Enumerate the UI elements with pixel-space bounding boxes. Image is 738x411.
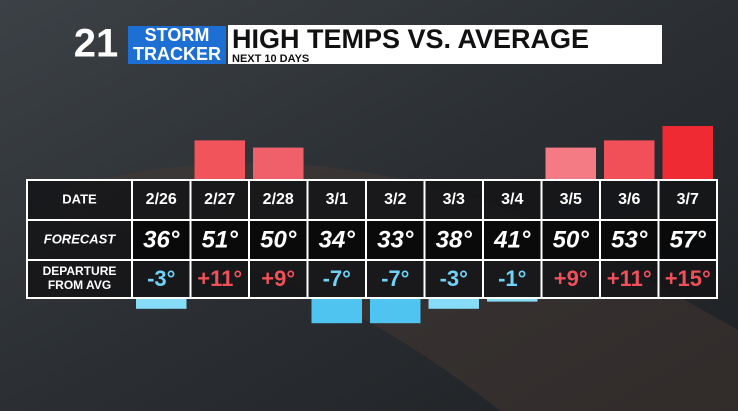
date-label: 2/27 — [204, 191, 235, 208]
forecast-label: 50° — [553, 226, 590, 253]
bar — [311, 298, 362, 324]
table-cell — [26, 259, 133, 299]
table-cell — [365, 219, 426, 261]
bar — [194, 140, 245, 180]
departure-label: +11° — [607, 266, 652, 291]
table-cell — [248, 219, 309, 261]
date-label: 3/5 — [560, 191, 582, 208]
forecast-label: 41° — [493, 226, 531, 253]
forecast-label: 50° — [260, 226, 297, 253]
row-label: DATE — [62, 191, 97, 206]
logo-line: TRACKER — [133, 44, 221, 64]
bar — [428, 298, 479, 309]
bar — [545, 147, 596, 180]
departure-label: +11° — [197, 266, 242, 291]
forecast-label: 51° — [202, 226, 239, 253]
bar — [604, 140, 655, 180]
forecast-label: 38° — [436, 226, 473, 253]
bar — [370, 298, 421, 324]
table-cell — [540, 259, 601, 299]
bar — [253, 147, 304, 180]
forecast-label: 36° — [143, 226, 180, 253]
logo-line: STORM — [145, 25, 210, 45]
table-cell — [657, 179, 718, 221]
date-label: 3/3 — [443, 191, 465, 208]
departure-label: -3° — [147, 266, 175, 291]
bar — [136, 298, 187, 309]
departure-label: +9° — [261, 266, 295, 291]
departure-label: +9° — [554, 266, 588, 291]
date-label: 3/1 — [326, 191, 348, 208]
table-cell — [540, 219, 601, 261]
departure-label: -7° — [381, 266, 409, 291]
departure-label: -1° — [498, 266, 526, 291]
table-cell — [657, 219, 718, 261]
date-label: 2/26 — [146, 191, 177, 208]
bar — [487, 298, 538, 302]
chart-title: HIGH TEMPS VS. AVERAGE — [232, 24, 589, 54]
bar — [662, 126, 713, 180]
date-label: 2/28 — [263, 191, 294, 208]
logo-number: 21 — [74, 22, 119, 66]
table-cell — [482, 179, 543, 221]
table-cell — [248, 259, 309, 299]
date-label: 3/4 — [501, 191, 523, 208]
table-cell — [189, 259, 250, 299]
forecast-label: 34° — [319, 226, 356, 253]
table-cell — [599, 259, 660, 299]
table-cell — [657, 259, 718, 299]
date-label: 3/6 — [618, 191, 640, 208]
forecast-label: 33° — [377, 226, 414, 253]
logo-box — [128, 26, 226, 64]
forecast-label: 53° — [611, 226, 648, 253]
table-cell — [131, 179, 192, 221]
table-cell — [131, 219, 192, 261]
date-label: 3/7 — [677, 191, 699, 208]
title-bar — [228, 25, 662, 64]
table-cell — [482, 219, 543, 261]
table-cell — [599, 219, 660, 261]
date-label: 3/2 — [384, 191, 406, 208]
chart-subtitle: NEXT 10 DAYS — [232, 53, 309, 65]
row-label: DEPARTURE — [43, 264, 117, 278]
departure-label: -3° — [440, 266, 468, 291]
forecast-label: 57° — [670, 226, 707, 253]
departure-label: +15° — [665, 266, 711, 291]
departure-label: -7° — [323, 266, 351, 291]
table-cell — [306, 179, 367, 221]
table-cell — [365, 179, 426, 221]
row-label: FROM AVG — [48, 278, 111, 292]
table-cell — [189, 179, 250, 221]
row-label: FORECAST — [44, 231, 117, 246]
